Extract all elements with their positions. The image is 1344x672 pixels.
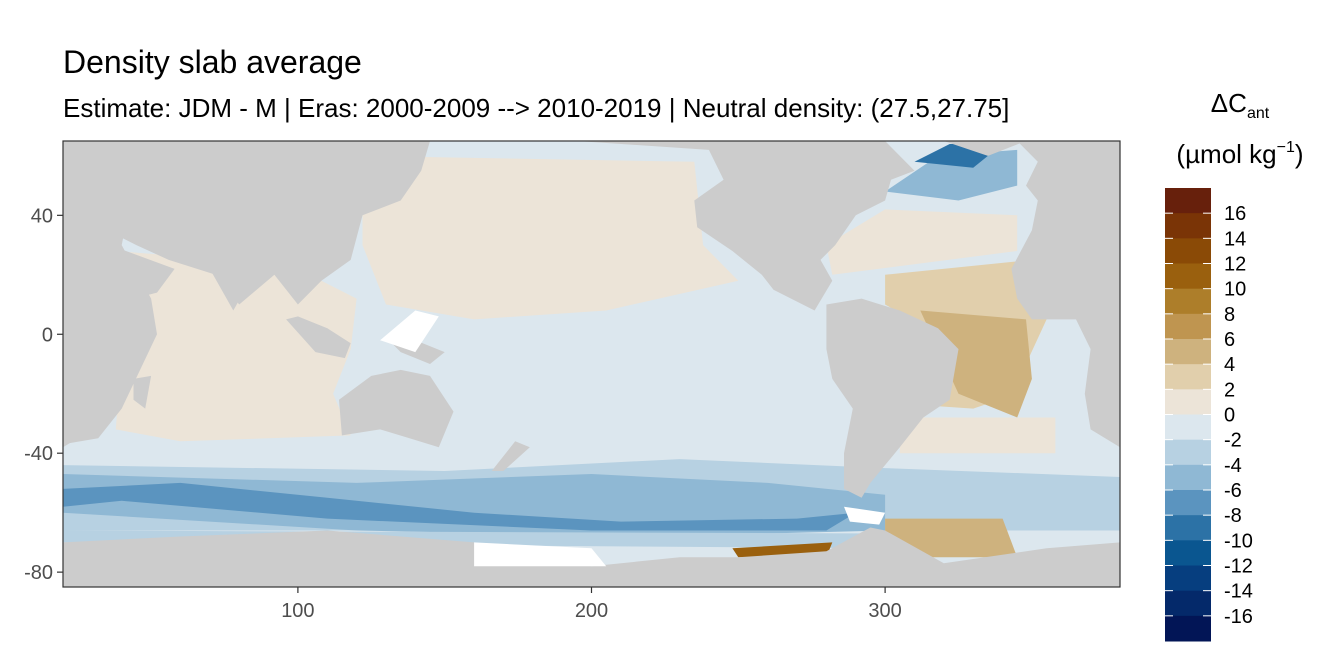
x-tick-label: 300 [868,600,901,622]
legend-tick-label: -8 [1224,505,1242,527]
legend-tick-label: 14 [1224,228,1246,250]
legend-color-bin [1165,590,1211,617]
legend-color-bin [1165,565,1211,592]
legend-color-bin [1165,414,1211,441]
region-labrador-sea [885,149,1018,201]
chart-subtitle: Estimate: JDM - M | Eras: 2000-2009 --> … [63,93,1010,123]
legend-title: ΔCant [1211,88,1270,122]
legend-tick-label: -10 [1224,530,1253,552]
legend-tick-label: -4 [1224,455,1242,477]
land-indonesia [286,316,351,359]
region-south-pacific [444,340,842,445]
legend-color-bin [1165,389,1211,415]
land-west-edge [63,408,78,448]
chart-title: Density slab average [63,44,362,80]
legend-tick-label: -14 [1224,581,1253,603]
legend-tick-label: -16 [1224,606,1253,628]
land-eurasia [63,141,430,305]
legend-tick-label: -2 [1224,430,1242,452]
x-tick-label: 100 [281,600,314,622]
legend-title-sub: ant [1247,105,1270,122]
legend-tick-label: 8 [1224,304,1235,326]
y-tick-label: 0 [42,324,53,346]
land-nz [491,441,530,471]
legend-tick-label: 4 [1224,354,1235,376]
land-arabia [110,245,175,299]
legend-color-bin [1165,515,1211,541]
legend-unit-main: (µmol kg [1176,139,1276,169]
legend-unit: (µmol kg−1) [1176,139,1303,169]
legend-tick-label: -6 [1224,480,1242,502]
legend-color-bin [1165,339,1211,365]
x-tick-label: 200 [575,600,608,622]
land-north-america [576,141,915,311]
legend-color-bin [1165,288,1211,315]
legend: ΔCant (µmol kg−1) 16 14 12 10 8 6 4 2 0 -2 -4 -6 -8 -… [1165,88,1304,642]
missing-indo-pacific [380,310,439,353]
land-greenland [943,141,1026,156]
region-tropical-south-atlantic [920,310,1032,418]
legend-color-bin [1165,615,1211,642]
legend-tick-label: 0 [1224,405,1235,427]
region-north-pacific [362,155,739,320]
legend-color-bin [1165,263,1211,290]
legend-title-main: ΔC [1211,88,1247,118]
legend-color-bin [1165,238,1211,264]
legend-tick-label: -12 [1224,556,1253,578]
legend-unit-sup: −1 [1277,139,1295,156]
legend-unit-close: ) [1295,139,1304,169]
legend-tick-label: 12 [1224,254,1246,276]
legend-tick-label: 10 [1224,279,1246,301]
legend-color-bin [1165,313,1211,340]
region-north-atlantic [826,209,1018,275]
region-acc-core [63,482,856,531]
missing-ross-sea [474,542,607,567]
legend-color-bin [1165,490,1211,516]
legend-tick-label: 6 [1224,329,1235,351]
legend-tick-label: 16 [1224,203,1246,225]
land-antarctica [63,527,1120,587]
region-weddell-sea [885,518,1018,558]
y-tick-label: -40 [24,443,53,465]
missing-drake [844,506,886,525]
y-tick-label: 40 [31,205,53,227]
y-tick-label: -80 [24,562,53,584]
land-india-peninsula [209,268,263,311]
legend-tick-label: 2 [1224,379,1235,401]
legend-color-bin [1165,464,1211,491]
legend-color-bin [1165,540,1211,566]
legend-color-bin [1165,439,1211,466]
legend-color-bin [1165,188,1211,214]
legend-color-bin [1165,213,1211,239]
legend-color-bin [1165,364,1211,390]
land-madagascar [133,375,152,409]
land-australia [339,369,454,448]
land-south-america [826,298,959,498]
map-layer [63,141,1120,587]
land-europe-africa-west [1011,141,1120,448]
